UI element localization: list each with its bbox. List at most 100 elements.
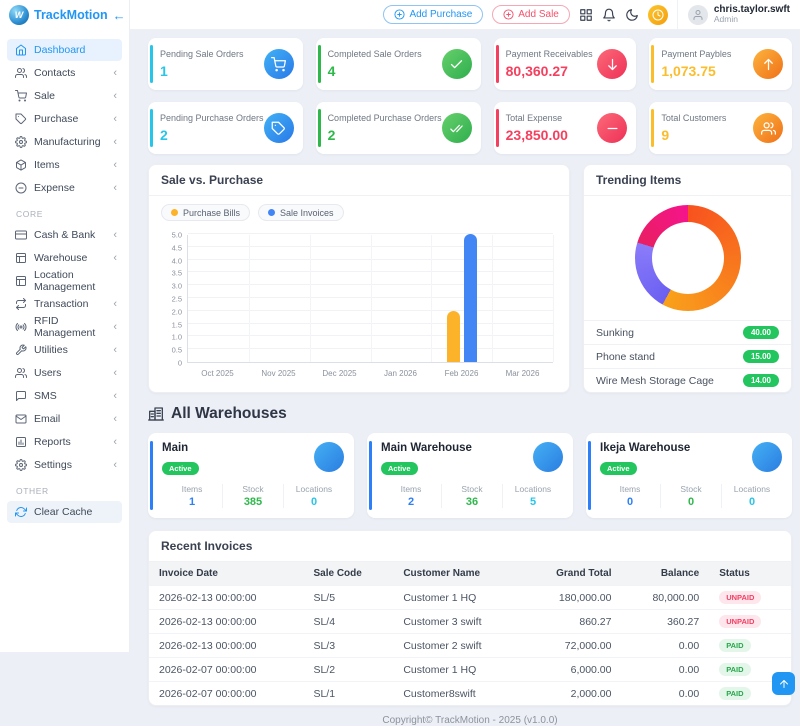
sidebar-item-label: SMS <box>34 390 57 402</box>
sidebar-item-label: Email <box>34 413 60 425</box>
chevron-left-icon: ‹ <box>113 230 117 241</box>
bar-purchase-bills <box>447 311 460 362</box>
trending-items-title: Trending Items <box>584 165 791 196</box>
legend-sale-invoices[interactable]: Sale Invoices <box>258 204 344 221</box>
stat-card-total-customers[interactable]: Total Customers9 <box>649 102 792 154</box>
status-badge: UNPAID <box>719 615 761 628</box>
stat-label: Payment Receivables <box>506 49 593 59</box>
invoices-column-header: Status <box>709 562 791 586</box>
bar-sale-invoices <box>464 234 477 362</box>
invoices-column-header: Invoice Date <box>149 562 303 586</box>
arrow-up-icon <box>753 49 783 79</box>
add-sale-button[interactable]: Add Sale <box>492 5 570 24</box>
sidebar-item-sms[interactable]: SMS‹ <box>7 385 122 407</box>
warehouse-status-badge: Active <box>162 462 199 475</box>
charts-row: Sale vs. Purchase Purchase Bills Sale Inv… <box>148 164 792 393</box>
table-cell: 80,000.00 <box>621 586 709 610</box>
sidebar-item-items[interactable]: Items‹ <box>7 154 122 176</box>
stat-info: Pending Sale Orders1 <box>160 49 244 79</box>
sidebar-item-utilities[interactable]: Utilities‹ <box>7 339 122 361</box>
warehouse-card-main-warehouse[interactable]: Main WarehouseActiveItems2Stock36Locatio… <box>367 433 573 518</box>
sidebar-item-rfid-management[interactable]: RFID Management‹ <box>7 316 122 338</box>
warehouse-card-main[interactable]: MainActiveItems1Stock385Locations0 <box>148 433 354 518</box>
sidebar-item-dashboard[interactable]: Dashboard <box>7 39 122 61</box>
sidebar-item-location-management[interactable]: Location Management <box>7 270 122 292</box>
table-cell: UNPAID <box>709 610 791 634</box>
sidebar-item-warehouse[interactable]: Warehouse‹ <box>7 247 122 269</box>
sidebar-item-users[interactable]: Users‹ <box>7 362 122 384</box>
main-content: Pending Sale Orders1 Completed Sale Order… <box>130 30 800 726</box>
sidebar-item-sale[interactable]: Sale‹ <box>7 85 122 107</box>
stat-card-pending-purchase-orders[interactable]: Pending Purchase Orders2 <box>148 102 303 154</box>
sidebar-item-label: Dashboard <box>34 44 85 56</box>
plus-circle-icon <box>503 9 514 20</box>
stat-card-payment-receivables[interactable]: Payment Receivables80,360.27 <box>494 38 637 90</box>
gear-icon <box>15 459 27 471</box>
apps-grid-icon[interactable] <box>579 8 593 22</box>
session-clock-icon[interactable] <box>648 5 668 25</box>
stat-value: 9 <box>661 127 726 143</box>
sidebar-item-label: RFID Management <box>34 315 106 339</box>
sidebar-item-reports[interactable]: Reports‹ <box>7 431 122 453</box>
table-cell: SL/2 <box>303 658 393 682</box>
table-row[interactable]: 2026-02-13 00:00:00SL/5Customer 1 HQ180,… <box>149 586 791 610</box>
table-cell: 360.27 <box>621 610 709 634</box>
warehouse-card-ikeja-warehouse[interactable]: Ikeja WarehouseActiveItems0Stock0Locatio… <box>586 433 792 518</box>
user-role: Admin <box>714 15 790 25</box>
scroll-to-top-button[interactable] <box>772 672 795 695</box>
sidebar-item-purchase[interactable]: Purchase‹ <box>7 108 122 130</box>
legend-purchase-bills[interactable]: Purchase Bills <box>161 204 250 221</box>
add-sale-label: Add Sale <box>518 9 559 20</box>
table-row[interactable]: 2026-02-13 00:00:00SL/4Customer 3 swift8… <box>149 610 791 634</box>
warehouse-stat-value: 0 <box>722 496 782 508</box>
table-row[interactable]: 2026-02-07 00:00:00SL/2Customer 1 HQ6,00… <box>149 658 791 682</box>
sale-vs-purchase-title: Sale vs. Purchase <box>149 165 569 196</box>
table-cell: 180,000.00 <box>522 586 621 610</box>
y-axis-tick-label: 3.5 <box>161 269 182 278</box>
report-icon <box>15 436 27 448</box>
sidebar-item-label: Warehouse <box>34 252 87 264</box>
stat-card-payment-paybles[interactable]: Payment Paybles1,073.75 <box>649 38 792 90</box>
sidebar-item-clear-cache[interactable]: Clear Cache <box>7 501 122 523</box>
legend-dot-icon <box>171 209 178 216</box>
warehouse-stat-value: 0 <box>284 496 344 508</box>
trending-item-label: Sunking <box>596 327 634 339</box>
stat-card-completed-purchase-orders[interactable]: Completed Purchase Orders2 <box>316 102 481 154</box>
gridline <box>371 235 372 362</box>
y-axis-tick-label: 3.0 <box>161 282 182 291</box>
stat-card-completed-sale-orders[interactable]: Completed Sale Orders4 <box>316 38 481 90</box>
sidebar-item-label: Settings <box>34 459 72 471</box>
trending-item-row: Wire Mesh Storage Cage14.00 <box>584 368 791 392</box>
chart-legend: Purchase Bills Sale Invoices <box>161 204 557 221</box>
mail-icon <box>15 413 27 425</box>
stat-accent-bar <box>651 109 654 147</box>
stat-accent-bar <box>651 45 654 83</box>
sidebar-item-expense[interactable]: Expense‹ <box>7 177 122 199</box>
avatar <box>688 5 708 25</box>
trending-item-value-badge: 15.00 <box>743 350 779 363</box>
sidebar-item-manufacturing[interactable]: Manufacturing‹ <box>7 131 122 153</box>
legend-label: Purchase Bills <box>183 208 240 218</box>
sidebar-item-settings[interactable]: Settings‹ <box>7 454 122 476</box>
stat-card-pending-sale-orders[interactable]: Pending Sale Orders1 <box>148 38 303 90</box>
cart-icon <box>264 49 294 79</box>
sidebar-nav: Dashboard Contacts‹Sale‹Purchase‹Manufact… <box>0 30 129 523</box>
sidebar-item-email[interactable]: Email‹ <box>7 408 122 430</box>
sidebar-item-transaction[interactable]: Transaction‹ <box>7 293 122 315</box>
x-axis-labels: Oct 2025Nov 2025Dec 2025Jan 2026Feb 2026… <box>187 369 553 378</box>
notifications-bell-icon[interactable] <box>602 8 616 22</box>
sidebar-item-contacts[interactable]: Contacts‹ <box>7 62 122 84</box>
sidebar-collapse-arrow-icon[interactable]: ← <box>113 9 126 22</box>
table-row[interactable]: 2026-02-07 00:00:00SL/1Customer8swift2,0… <box>149 682 791 706</box>
sidebar-item-cash-bank[interactable]: Cash & Bank‹ <box>7 224 122 246</box>
y-axis-tick-label: 4.5 <box>161 243 182 252</box>
table-row[interactable]: 2026-02-13 00:00:00SL/3Customer 2 swift7… <box>149 634 791 658</box>
user-menu[interactable]: chris.taylor.swft Admin <box>677 0 790 29</box>
add-purchase-button[interactable]: Add Purchase <box>383 5 483 24</box>
invoices-column-header: Sale Code <box>303 562 393 586</box>
stat-accent-bar <box>150 45 153 83</box>
stat-card-total-expense[interactable]: Total Expense23,850.00 <box>494 102 637 154</box>
dark-mode-moon-icon[interactable] <box>625 8 639 22</box>
warehouse-stat-label: Stock <box>442 484 502 494</box>
invoices-header-row: Invoice DateSale CodeCustomer NameGrand … <box>149 562 791 586</box>
